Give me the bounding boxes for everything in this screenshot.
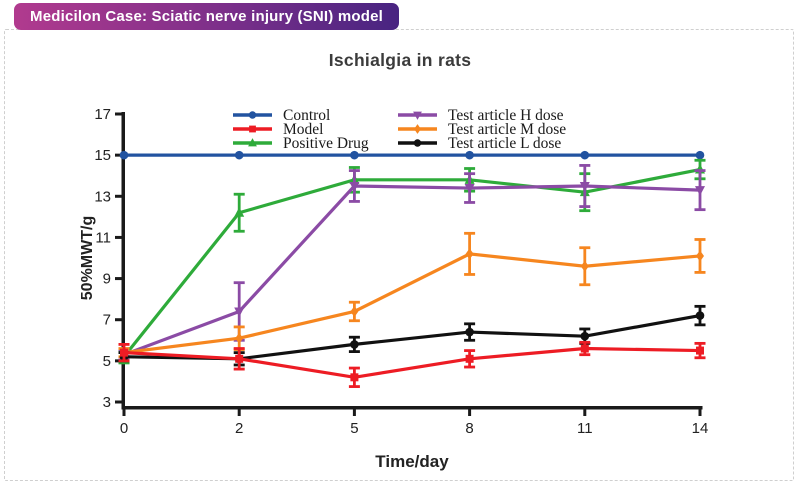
legend-item-control: Control: [233, 107, 330, 124]
series-test-article-m-dose: [118, 231, 706, 359]
legend-label: Test article H dose: [448, 107, 564, 124]
legend-label: Control: [283, 107, 330, 124]
series-positive-drug: [118, 158, 706, 365]
header-badge-text: Medicilon Case: Sciatic nerve injury (SN…: [30, 8, 384, 25]
legend-label: Test article M dose: [448, 121, 566, 138]
y-tick-label: 11: [95, 229, 111, 246]
series-model: [118, 340, 706, 388]
legend-item-test-article-h-dose: Test article H dose: [398, 107, 564, 124]
y-axis-title: 50%MWT/g: [79, 216, 96, 300]
header-badge: Medicilon Case: Sciatic nerve injury (SN…: [14, 3, 400, 30]
x-tick-label: 11: [577, 420, 593, 437]
chart-title: Ischialgia in rats: [328, 50, 472, 70]
x-axis-title: Time/day: [375, 452, 449, 471]
legend-label: Positive Drug: [283, 135, 369, 152]
x-tick-label: 14: [692, 420, 709, 437]
legend-label: Model: [283, 121, 323, 138]
y-tick-label: 17: [94, 106, 111, 123]
x-tick-label: 0: [120, 420, 128, 437]
series-control: [119, 150, 705, 160]
y-tick-label: 9: [103, 271, 111, 288]
y-tick-label: 3: [103, 394, 111, 411]
y-tick-label: 13: [94, 188, 111, 205]
legend-item-test-article-m-dose: Test article M dose: [398, 121, 566, 138]
x-tick-label: 2: [235, 420, 243, 437]
x-tick-label: 5: [350, 420, 358, 437]
axes: 3 5 7 9 11 13 15 17 0 2 5 8 11 14 50%MWT/g Time/day: [79, 106, 708, 471]
y-tick-label: 5: [103, 353, 111, 370]
y-tick-label: 7: [103, 312, 111, 329]
x-tick-label: 8: [465, 420, 473, 437]
y-tick-label: 15: [94, 147, 111, 164]
legend-item-test-article-l-dose: Test article L dose: [398, 135, 561, 152]
legend-label: Test article L dose: [448, 135, 561, 152]
legend-item-model: Model: [233, 121, 323, 138]
content-border: [4, 29, 794, 481]
legend-item-positive-drug: Positive Drug: [233, 135, 369, 152]
